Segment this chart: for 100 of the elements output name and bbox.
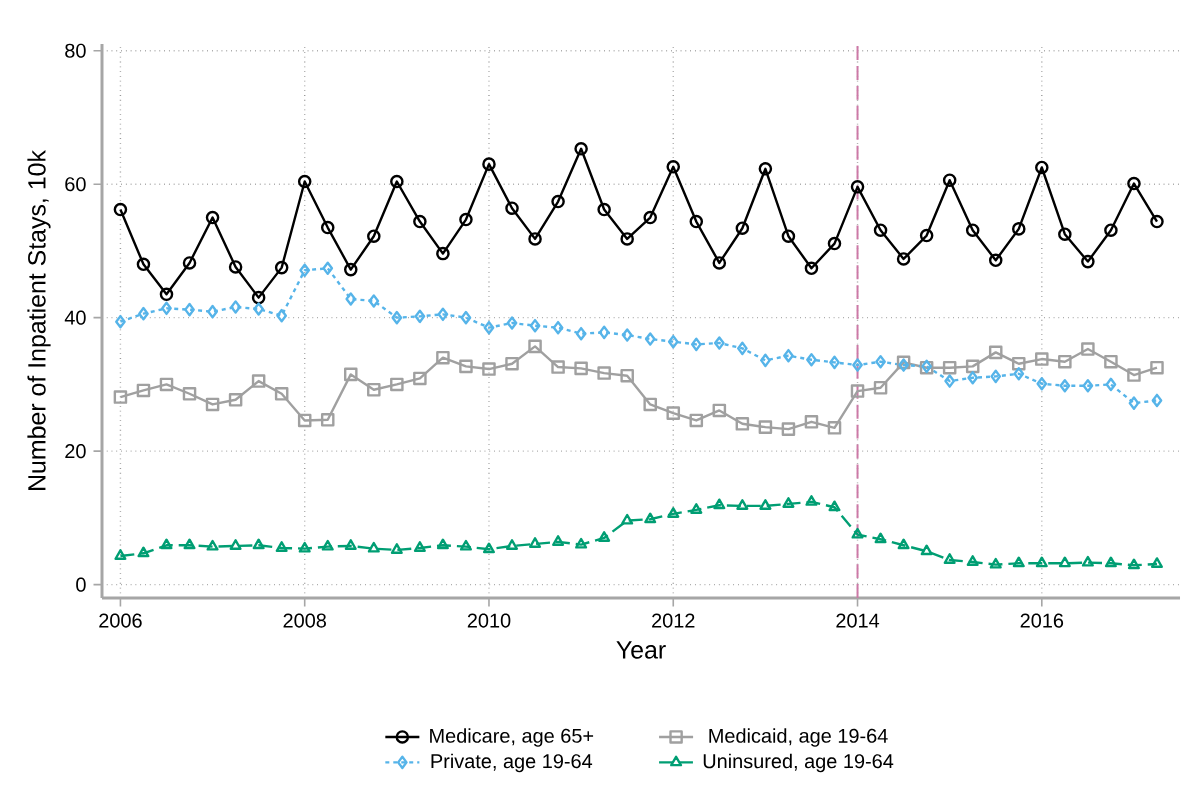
x-tick-label: 2016: [1020, 613, 1064, 628]
point: [251, 374, 266, 388]
y-tick-label: 60: [65, 177, 86, 192]
point: [274, 386, 289, 401]
point: [344, 262, 358, 277]
point: [666, 406, 681, 420]
point: [965, 359, 980, 374]
point: [967, 370, 979, 385]
point: [806, 352, 817, 367]
point: [689, 214, 704, 229]
point: [320, 413, 335, 427]
y-tick-label: 80: [65, 43, 86, 58]
point: [1036, 376, 1048, 391]
point: [252, 538, 265, 550]
point: [1082, 378, 1094, 393]
point: [367, 541, 380, 553]
point: [920, 544, 933, 556]
legend-label: Medicare, age 65+: [430, 728, 594, 747]
point: [598, 325, 610, 340]
point: [783, 348, 794, 363]
point: [574, 142, 588, 156]
point: [966, 555, 979, 566]
point: [850, 180, 865, 194]
point: [644, 512, 657, 524]
point: [551, 194, 565, 209]
point: [942, 173, 957, 187]
point: [184, 302, 195, 317]
point: [620, 232, 634, 246]
point: [206, 539, 219, 551]
point: [781, 229, 796, 244]
point: [850, 384, 865, 398]
point: [1058, 354, 1072, 369]
point: [390, 377, 404, 392]
point: [712, 256, 727, 270]
x-tick-label: 2006: [99, 613, 142, 628]
x-axis-title: Year: [616, 641, 666, 659]
point: [413, 214, 427, 229]
point: [1105, 377, 1117, 392]
point: [621, 328, 633, 342]
point: [736, 499, 749, 510]
point: [735, 417, 750, 431]
legend-label: Uninsured, age 19-64: [703, 753, 894, 773]
point: [436, 538, 449, 550]
point: [229, 539, 242, 550]
point: [874, 532, 887, 544]
point: [574, 361, 588, 376]
point: [759, 499, 772, 510]
point: [183, 538, 196, 550]
point: [644, 332, 656, 346]
point: [896, 252, 911, 266]
point: [368, 294, 380, 308]
point: [1035, 556, 1048, 568]
legend-label: Medicaid, age 19-64: [709, 728, 888, 747]
point: [205, 210, 220, 225]
point: [437, 307, 449, 322]
point: [575, 537, 588, 549]
x-tick-label: 2008: [283, 613, 326, 628]
point: [414, 309, 426, 324]
point: [460, 310, 472, 325]
point: [689, 413, 704, 428]
point: [667, 334, 679, 349]
point: [873, 223, 888, 238]
point: [436, 350, 450, 365]
y-tick-label: 20: [65, 444, 86, 459]
point: [1127, 368, 1141, 382]
point: [228, 260, 243, 274]
point: [597, 366, 611, 380]
point: [298, 541, 311, 553]
point: [159, 287, 174, 302]
point: [459, 539, 472, 551]
point: [528, 232, 542, 246]
point: [1128, 396, 1140, 410]
point: [505, 201, 519, 215]
point: [182, 386, 197, 401]
point: [873, 380, 888, 395]
point: [598, 531, 611, 542]
point: [136, 257, 151, 272]
point: [552, 320, 564, 335]
point: [621, 513, 634, 525]
point: [828, 500, 841, 512]
point: [782, 497, 795, 508]
x-tick-label: 2014: [836, 613, 880, 628]
point: [1012, 222, 1026, 236]
point: [205, 397, 220, 412]
point: [276, 308, 288, 323]
point: [1058, 556, 1071, 568]
point: [736, 341, 748, 356]
point: [413, 541, 426, 552]
point: [528, 339, 542, 354]
point: [344, 539, 357, 550]
point: [827, 421, 842, 435]
point: [482, 362, 496, 376]
point: [643, 210, 657, 225]
point: [483, 320, 495, 335]
point: [988, 345, 1003, 360]
point: [875, 354, 886, 369]
point: [758, 420, 773, 434]
point: [228, 392, 243, 407]
point: [965, 223, 980, 238]
point: [805, 495, 818, 506]
